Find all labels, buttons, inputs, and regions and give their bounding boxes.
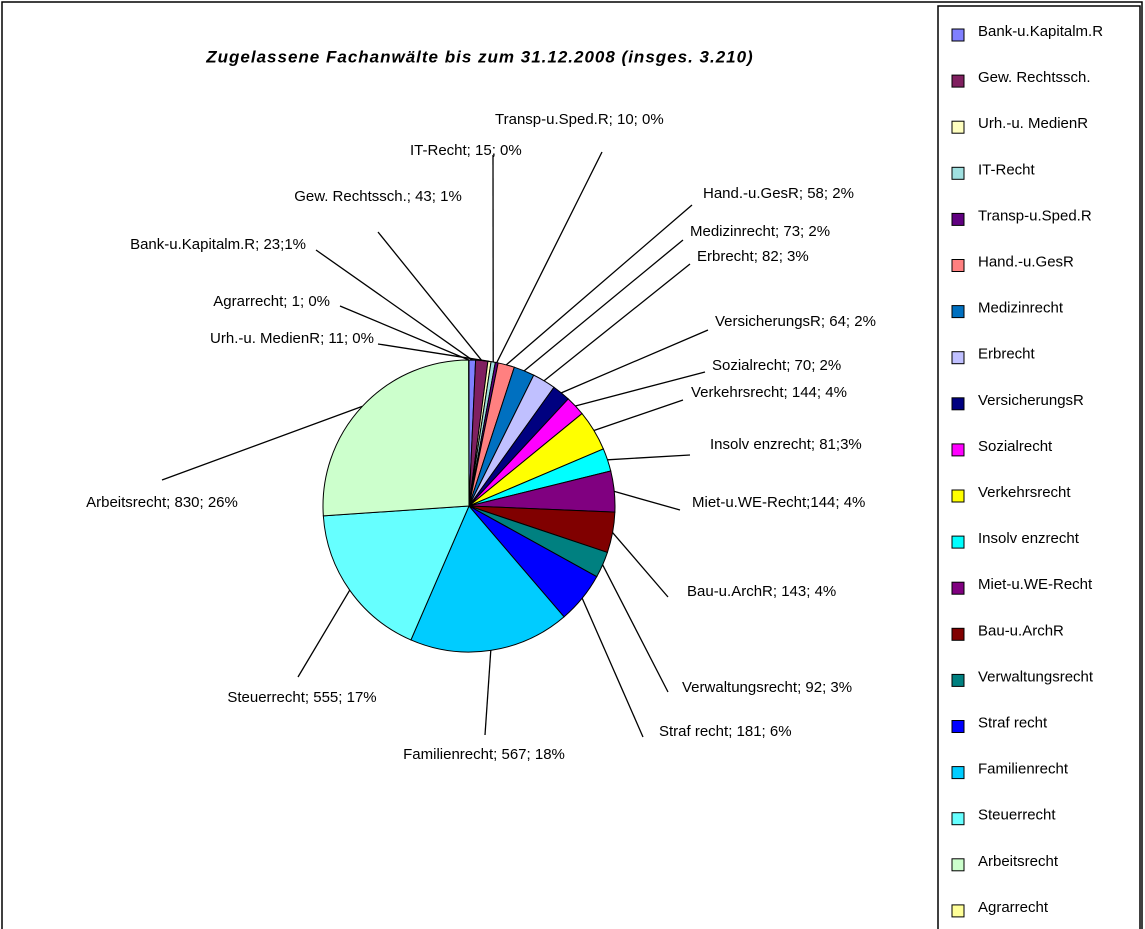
data-label: Sozialrecht; 70; 2% bbox=[712, 357, 841, 374]
legend-label: Bank-u.Kapitalm.R bbox=[978, 23, 1103, 40]
data-label: Medizinrecht; 73; 2% bbox=[690, 223, 830, 240]
chart-title: Zugelassene Fachanwälte bis zum 31.12.20… bbox=[205, 47, 753, 66]
leader-line bbox=[484, 650, 492, 736]
legend-swatch bbox=[951, 443, 965, 457]
legend-label: Miet-u.WE-Recht bbox=[978, 576, 1093, 593]
data-label: Agrarrecht; 1; 0% bbox=[213, 293, 330, 310]
leader-line bbox=[315, 249, 473, 361]
data-label: Straf recht; 181; 6% bbox=[659, 723, 792, 740]
leader-line bbox=[607, 454, 691, 461]
data-label: Arbeitsrecht; 830; 26% bbox=[86, 494, 238, 511]
data-label: Verwaltungsrecht; 92; 3% bbox=[682, 679, 852, 696]
legend-swatch bbox=[951, 397, 965, 411]
leader-line bbox=[297, 589, 351, 678]
legend-swatch bbox=[951, 766, 965, 780]
leader-line bbox=[612, 532, 669, 598]
legend-swatch bbox=[951, 535, 965, 549]
leader-line bbox=[581, 597, 644, 738]
leader-line bbox=[543, 263, 691, 382]
leader-line bbox=[602, 564, 669, 693]
legend-swatch bbox=[951, 28, 965, 42]
legend-label: Verwaltungsrecht bbox=[978, 668, 1094, 685]
legend-swatch bbox=[951, 904, 965, 918]
legend-swatch bbox=[951, 673, 965, 687]
legend-label: Sozialrecht bbox=[978, 438, 1053, 455]
data-label: Verkehrsrecht; 144; 4% bbox=[691, 384, 847, 401]
legend-label: Verkehrsrecht bbox=[978, 484, 1071, 501]
legend-label: Arbeitsrecht bbox=[978, 853, 1059, 870]
legend-swatch bbox=[951, 812, 965, 826]
data-label: Hand.-u.GesR; 58; 2% bbox=[703, 185, 854, 202]
legend-swatch bbox=[951, 720, 965, 733]
leader-line bbox=[523, 239, 684, 372]
legend-swatch bbox=[951, 74, 965, 88]
data-label: Transp-u.Sped.R; 10; 0% bbox=[495, 111, 664, 128]
legend-label: Hand.-u.GesR bbox=[978, 253, 1074, 270]
legend-swatch bbox=[951, 581, 965, 595]
data-label: IT-Recht; 15; 0% bbox=[410, 142, 522, 159]
legend-swatch bbox=[951, 166, 965, 180]
legend-label: VersicherungsR bbox=[978, 392, 1084, 409]
legend-swatch bbox=[951, 627, 965, 641]
data-label: Urh.-u. MedienR; 11; 0% bbox=[210, 330, 374, 347]
legend-label: Bau-u.ArchR bbox=[978, 622, 1064, 639]
data-label: Bank-u.Kapitalm.R; 23;1% bbox=[130, 236, 306, 253]
leader-line bbox=[496, 151, 603, 363]
legend-label: Urh.-u. MedienR bbox=[978, 115, 1088, 132]
legend-label: Familienrecht bbox=[978, 761, 1069, 778]
pie-slice bbox=[410, 505, 565, 653]
data-label: Bau-u.ArchR; 143; 4% bbox=[687, 583, 836, 600]
leader-line bbox=[614, 490, 681, 511]
legend-frame bbox=[937, 5, 1141, 929]
legend-label: IT-Recht bbox=[978, 161, 1036, 178]
leader-line bbox=[561, 329, 709, 394]
leader-line bbox=[377, 231, 483, 361]
leader-line bbox=[593, 399, 684, 432]
data-label: Miet-u.WE-Recht;144; 4% bbox=[692, 494, 865, 511]
legend-label: Agrarrecht bbox=[978, 899, 1049, 916]
legend-label: Gew. Rechtssch. bbox=[978, 69, 1091, 86]
legend-swatch bbox=[951, 351, 965, 365]
leader-line bbox=[377, 343, 490, 363]
legend-label: Medizinrecht bbox=[978, 300, 1064, 317]
legend-swatch bbox=[951, 858, 965, 872]
data-label: Steuerrecht; 555; 17% bbox=[227, 689, 376, 706]
legend-label: Erbrecht bbox=[978, 346, 1036, 363]
leader-line bbox=[575, 371, 706, 407]
legend-swatch bbox=[951, 305, 965, 319]
legend-label: Straf recht bbox=[978, 714, 1048, 731]
leader-line bbox=[339, 305, 470, 361]
data-label: Insolv enzrecht; 81;3% bbox=[710, 436, 862, 453]
legend-swatch bbox=[951, 212, 965, 226]
leader-line bbox=[161, 405, 363, 481]
leader-line bbox=[505, 204, 693, 366]
data-label: Erbrecht; 82; 3% bbox=[697, 248, 809, 265]
data-label: Gew. Rechtssch.; 43; 1% bbox=[294, 188, 462, 205]
legend-swatch bbox=[951, 120, 965, 134]
legend-label: Steuerrecht bbox=[978, 807, 1056, 824]
pie-slice bbox=[322, 359, 470, 517]
legend-swatch bbox=[951, 489, 965, 503]
legend-label: Transp-u.Sped.R bbox=[978, 207, 1092, 224]
data-label: Familienrecht; 567; 18% bbox=[403, 746, 565, 763]
legend-label: Insolv enzrecht bbox=[978, 530, 1080, 547]
legend-swatch bbox=[951, 259, 965, 272]
data-label: VersicherungsR; 64; 2% bbox=[715, 313, 876, 330]
